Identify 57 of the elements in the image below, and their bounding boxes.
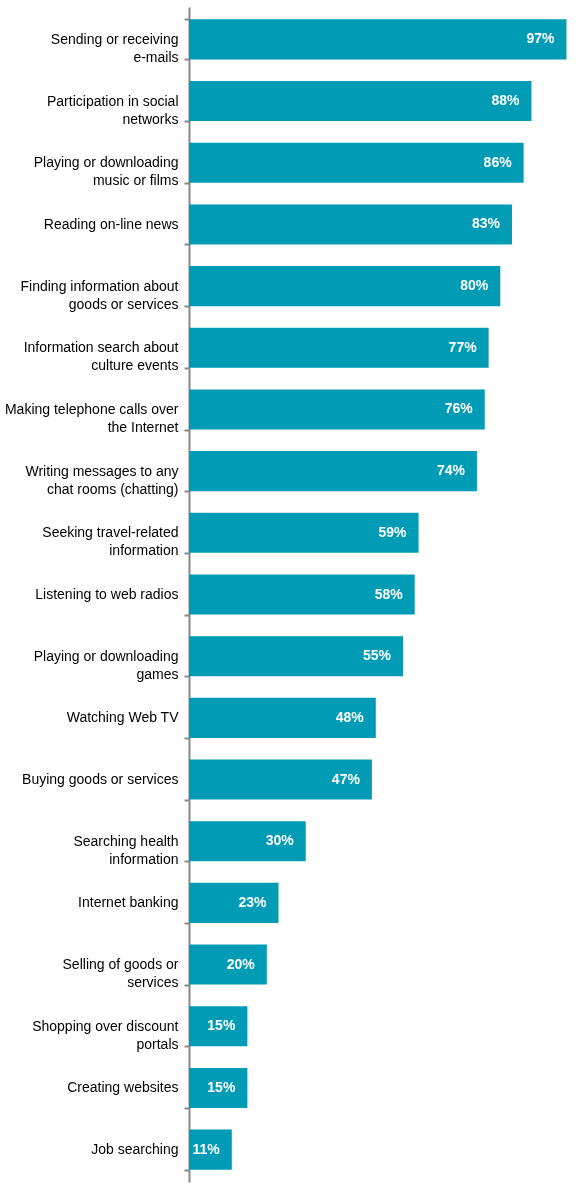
data-label: 20%: [226, 955, 256, 972]
data-label: 30%: [265, 832, 295, 849]
y-tick-label: Playing or downloading music or films: [33, 154, 179, 189]
bar: [189, 574, 415, 615]
y-tick-label: Writing messages to any chat rooms (chatting): [25, 462, 179, 497]
data-label: 15%: [207, 1017, 236, 1034]
y-tick-label: Sending or receiving e-mails: [50, 30, 179, 65]
y-tick-label: Playing or downloading games: [33, 647, 179, 682]
bar: [189, 266, 501, 307]
y-tick-label: Searching health information: [73, 832, 179, 867]
bar: [189, 451, 477, 492]
bar: [189, 142, 524, 183]
bar: [189, 1006, 248, 1047]
y-tick-label: Selling of goods or services: [62, 956, 179, 991]
y-tick-label: Job searching: [91, 1141, 179, 1158]
bar: [189, 389, 485, 430]
bar: [189, 204, 512, 245]
data-label: 83%: [471, 215, 501, 232]
bar: [189, 19, 567, 60]
y-tick-label: Making telephone calls over the Internet: [4, 400, 179, 435]
data-label: 55%: [362, 647, 392, 664]
data-label: 23%: [238, 893, 268, 910]
data-label: 59%: [378, 523, 408, 540]
bar: [189, 636, 404, 677]
bar: [189, 327, 489, 368]
y-tick-label: Shopping over discount portals: [32, 1017, 179, 1052]
data-label: 77%: [448, 338, 478, 355]
data-label: 80%: [460, 277, 489, 294]
data-label: 86%: [483, 153, 513, 170]
bar: [189, 81, 532, 122]
bar: [189, 512, 419, 553]
y-tick-label: Participation in social networks: [46, 92, 179, 127]
bar: [189, 882, 279, 923]
data-label: 74%: [436, 462, 466, 479]
y-tick-label: Creating websites: [67, 1079, 179, 1096]
y-tick-label: Finding information about goods or services: [20, 277, 179, 312]
y-tick-label: Watching Web TV: [66, 709, 180, 726]
data-label: 76%: [444, 400, 474, 417]
bar: [189, 759, 372, 800]
data-label: 11%: [192, 1140, 221, 1157]
bar: [189, 697, 376, 738]
bar: [189, 944, 267, 985]
data-label: 15%: [207, 1078, 236, 1095]
data-label: 47%: [331, 770, 361, 787]
data-label: 58%: [374, 585, 404, 602]
bar: [189, 821, 306, 862]
y-tick-label: Listening to web radios: [35, 586, 179, 602]
data-label: 88%: [491, 92, 520, 109]
y-tick-label: Internet banking: [78, 894, 179, 911]
data-label: 48%: [335, 708, 365, 725]
y-tick-label: Reading on-line news: [43, 215, 179, 232]
bar: [189, 1067, 248, 1108]
y-tick-label: Buying goods or services: [22, 771, 179, 788]
data-label: 97%: [526, 30, 555, 47]
y-tick-label: Information search about culture events: [23, 339, 179, 374]
bar: [189, 1129, 232, 1170]
y-tick-label: Seeking travel-related information: [42, 524, 179, 559]
